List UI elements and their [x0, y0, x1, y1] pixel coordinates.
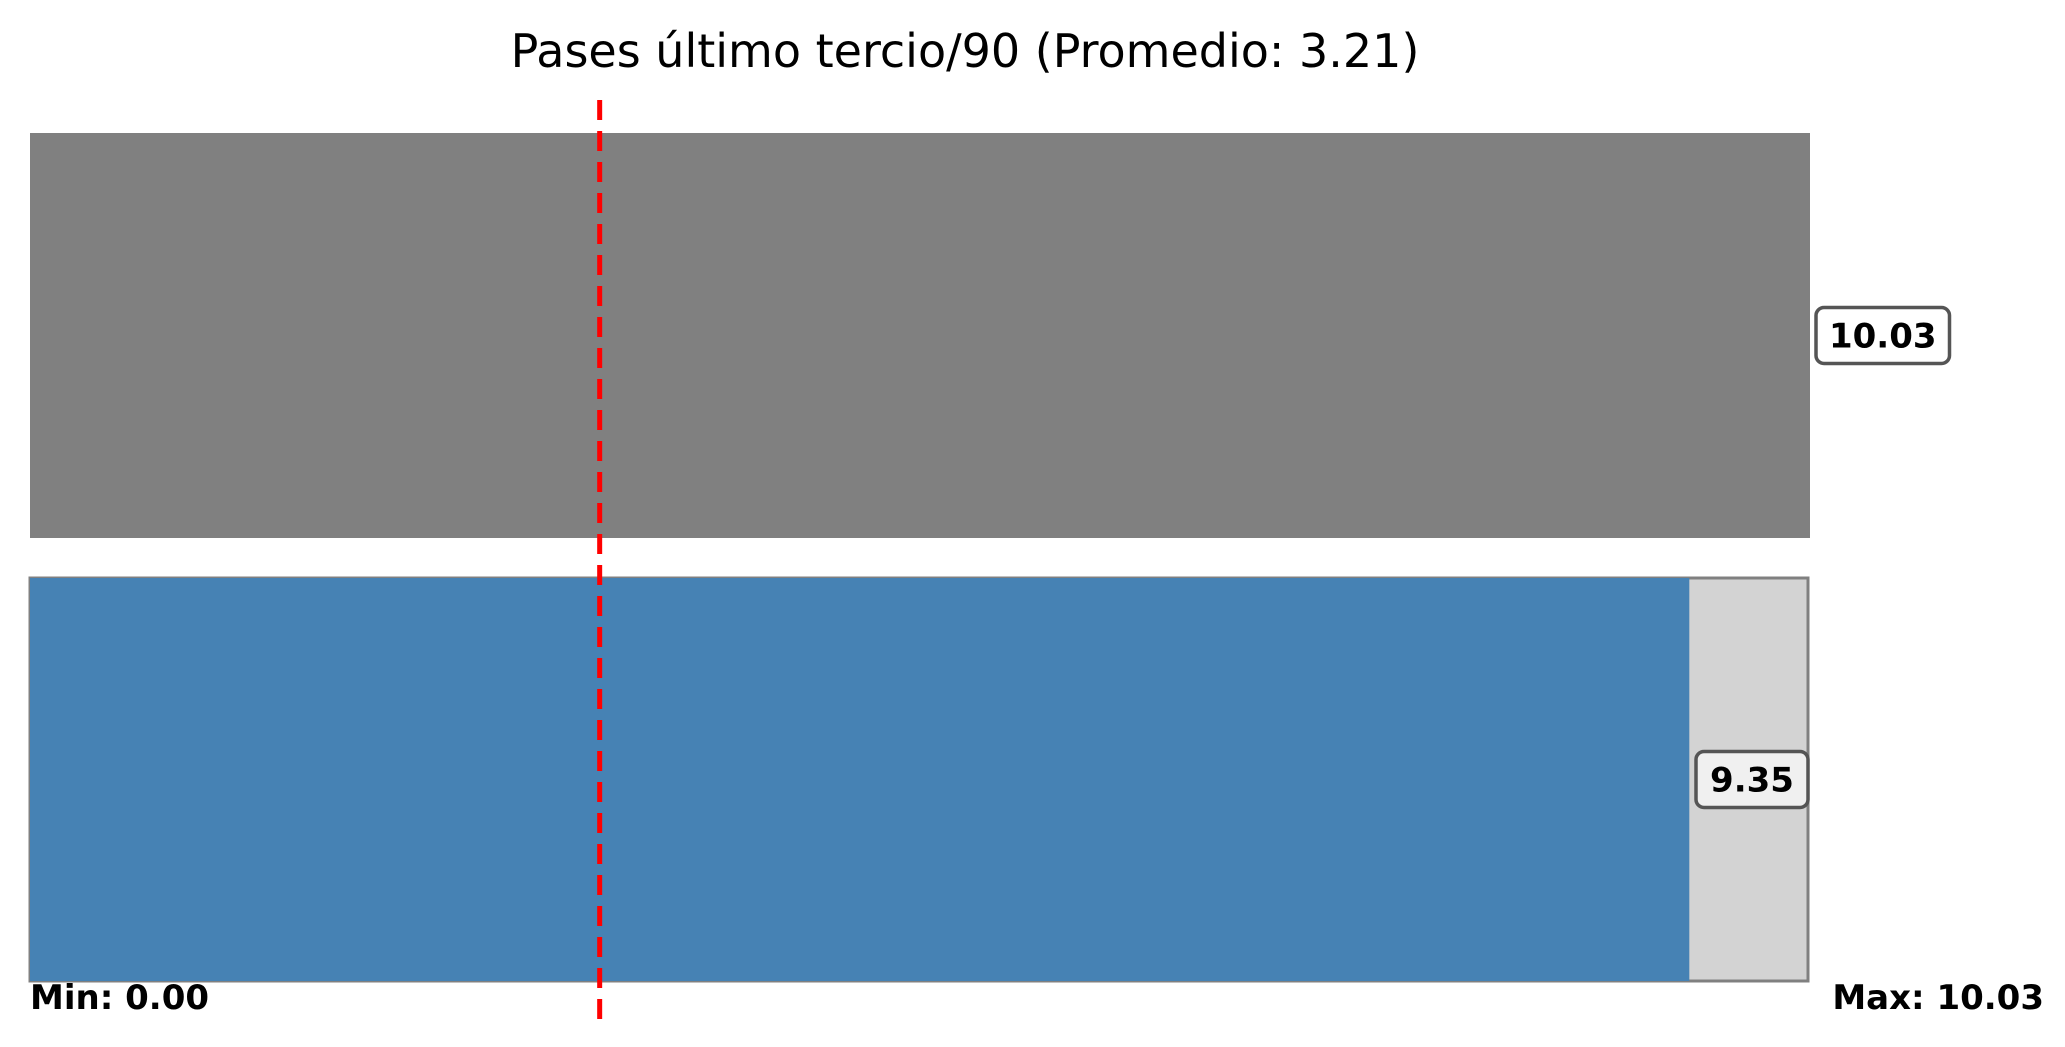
- value-label-box-bottom: [1694, 749, 1810, 810]
- max-label: Max: 10.03: [1832, 978, 2044, 1018]
- bar-group-top: 10.03: [30, 133, 1952, 538]
- value-label-top: 10.03: [1829, 317, 1937, 357]
- bar-group-bottom: 9.35: [28, 576, 1810, 983]
- bar-top: [30, 133, 1810, 538]
- value-label-box-top: [1814, 305, 1952, 366]
- bar-bottom: [30, 578, 1690, 981]
- min-label: Min: 0.00: [30, 978, 209, 1018]
- chart-title: Pases último tercio/90 (Promedio: 3.21): [511, 24, 1420, 78]
- value-label-bottom: 9.35: [1710, 761, 1794, 801]
